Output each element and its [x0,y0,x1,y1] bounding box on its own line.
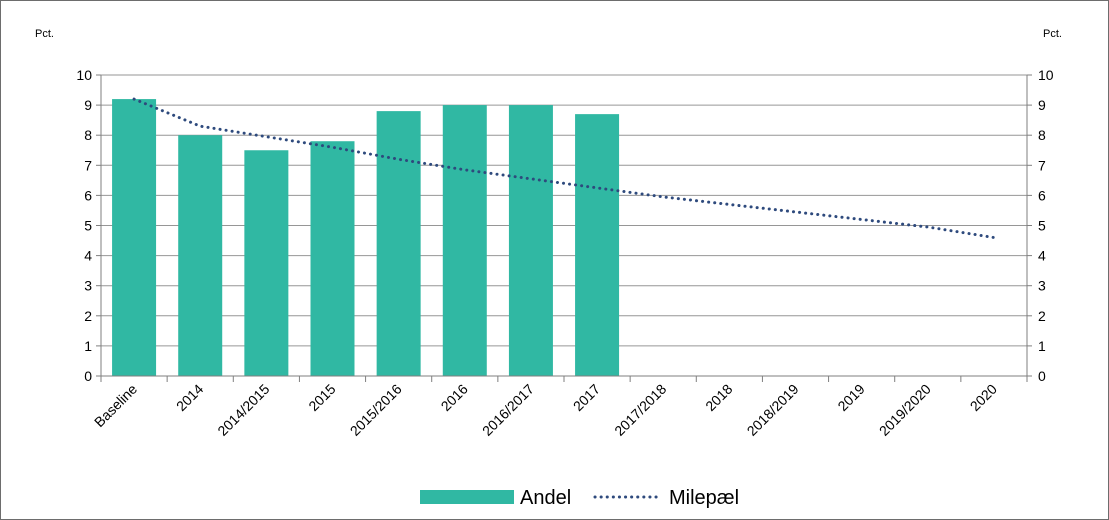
x-tick-label: 2016/2017 [479,381,537,439]
x-tick-label: 2018 [702,381,735,414]
y-right-tick-label: 0 [1038,368,1046,384]
y-right-tick-label: 6 [1038,187,1046,203]
y-left-tick-label: 2 [84,308,92,324]
bars [112,99,620,377]
y-left-tick-label: 9 [84,97,92,113]
y-left-tick-label: 1 [84,338,92,354]
x-tick-label: Baseline [91,381,140,430]
x-tick-label: 2014 [173,381,206,414]
x-tick-label: 2017 [570,381,603,414]
x-tick-label: 2017/2018 [611,381,669,439]
x-tick-label: 2019 [834,381,867,414]
y-right-tick-label: 2 [1038,308,1046,324]
x-tick-label: 2018/2019 [744,381,802,439]
x-tick-label: 2016 [438,381,471,414]
y-left-tick-label: 4 [84,248,92,264]
y-axis-left-unit: Pct. [35,28,54,40]
bar-andel [112,99,157,376]
axes [100,75,1028,377]
y-right-tick-label: 4 [1038,248,1046,264]
legend: Andel Milepæl [420,487,739,509]
gridlines [96,74,1032,382]
y-right-tick-label: 10 [1038,67,1054,83]
y-axis-right-unit: Pct. [1043,28,1062,40]
y-left-tick-label: 0 [84,368,92,384]
bar-andel [178,135,223,376]
bar-andel [310,141,355,376]
y-right-tick-label: 8 [1038,127,1046,143]
x-tick-label: 2019/2020 [876,381,934,439]
axis-labels: 0 0 1 1 2 2 3 3 4 4 5 5 6 6 7 7 8 8 9 9 10 10 Baseline 2014 2014… [76,67,1053,439]
y-left-tick-label: 5 [84,218,92,234]
y-right-tick-label: 3 [1038,278,1046,294]
y-right-tick-label: 1 [1038,338,1046,354]
y-right-tick-label: 9 [1038,97,1046,113]
bar-andel [508,105,553,376]
legend-swatch-andel [420,490,514,504]
y-left-tick-label: 3 [84,278,92,294]
x-tick-label: 2015/2016 [347,381,405,439]
x-tick-label: 2020 [967,381,1000,414]
milestone-line [132,97,996,240]
x-tick-label: 2014/2015 [214,381,272,439]
y-left-tick-label: 6 [84,187,92,203]
y-right-tick-label: 5 [1038,218,1046,234]
bar-andel [244,150,289,376]
bar-andel [442,105,487,376]
y-right-tick-label: 7 [1038,157,1046,173]
y-left-tick-label: 7 [84,157,92,173]
y-left-tick-label: 8 [84,127,92,143]
y-left-tick-label: 10 [76,67,92,83]
bar-andel [575,114,620,376]
line-milepael [132,97,996,240]
legend-label-milepael: Milepæl [669,487,739,509]
x-tick-label: 2015 [305,381,338,414]
legend-label-andel: Andel [520,487,571,509]
bar-andel [376,111,421,377]
